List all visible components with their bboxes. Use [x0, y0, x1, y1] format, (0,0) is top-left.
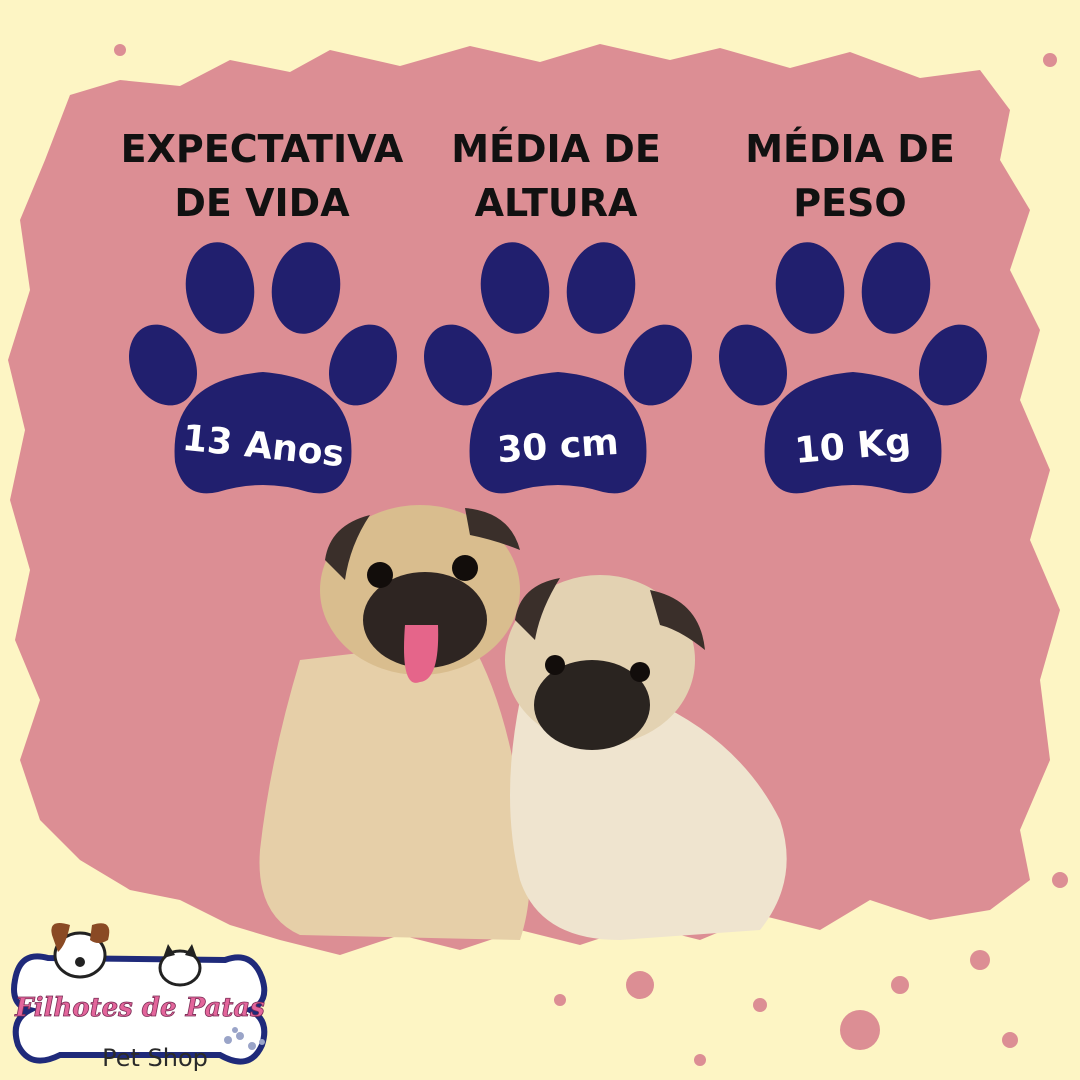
stat-title-line: PESO — [793, 181, 907, 225]
paw-print-icon: 10 Kg — [718, 242, 988, 494]
cat-face-icon — [158, 944, 202, 987]
stat-title-line: MÉDIA DE — [451, 127, 661, 171]
paw-toe — [271, 242, 341, 334]
stat-title-weight: MÉDIA DE PESO — [700, 122, 1000, 230]
pug-dogs-photo — [259, 505, 787, 940]
paw-toe — [775, 242, 845, 334]
paw-print-icon: 13 Anos — [128, 242, 398, 494]
stat-value-height: 30 cm — [496, 422, 620, 471]
paw-toe — [861, 242, 931, 334]
stat-title-line: MÉDIA DE — [745, 127, 955, 171]
pug-tongue — [404, 625, 439, 683]
paw-toe — [185, 242, 255, 334]
stat-title-life-expectancy: EXPECTATIVA DE VIDA — [112, 122, 412, 230]
stat-title-height: MÉDIA DE ALTURA — [406, 122, 706, 230]
paw-pad — [469, 372, 647, 494]
paw-toe — [918, 324, 988, 406]
paw-toe — [423, 324, 493, 406]
left-pug-body — [259, 640, 530, 940]
paw-toe — [328, 324, 398, 406]
paw-print-icon: 30 cm — [423, 242, 693, 494]
paw-toe — [480, 242, 550, 334]
stat-title-line: DE VIDA — [174, 181, 350, 225]
paw-toe — [623, 324, 693, 406]
bone-logo-icon — [11, 953, 268, 1065]
small-paws-icon — [224, 1027, 265, 1050]
paw-toe — [718, 324, 788, 406]
dog-face-icon — [51, 922, 110, 979]
brand-logo: Filhotes de Patas Pet Shop — [11, 922, 268, 1072]
paw-pad — [174, 372, 352, 494]
stat-title-line: EXPECTATIVA — [120, 127, 404, 171]
paw-pad — [764, 372, 942, 494]
brand-name: Filhotes de Patas — [14, 993, 265, 1023]
stat-value-weight: 10 Kg — [793, 421, 912, 472]
paw-toe — [128, 324, 198, 406]
brand-tagline: Pet Shop — [102, 1044, 208, 1072]
paw-prints: 13 Anos 30 cm 10 Kg — [128, 242, 988, 494]
paw-toe — [566, 242, 636, 334]
right-pug-body — [510, 700, 787, 940]
stat-title-line: ALTURA — [474, 181, 638, 225]
